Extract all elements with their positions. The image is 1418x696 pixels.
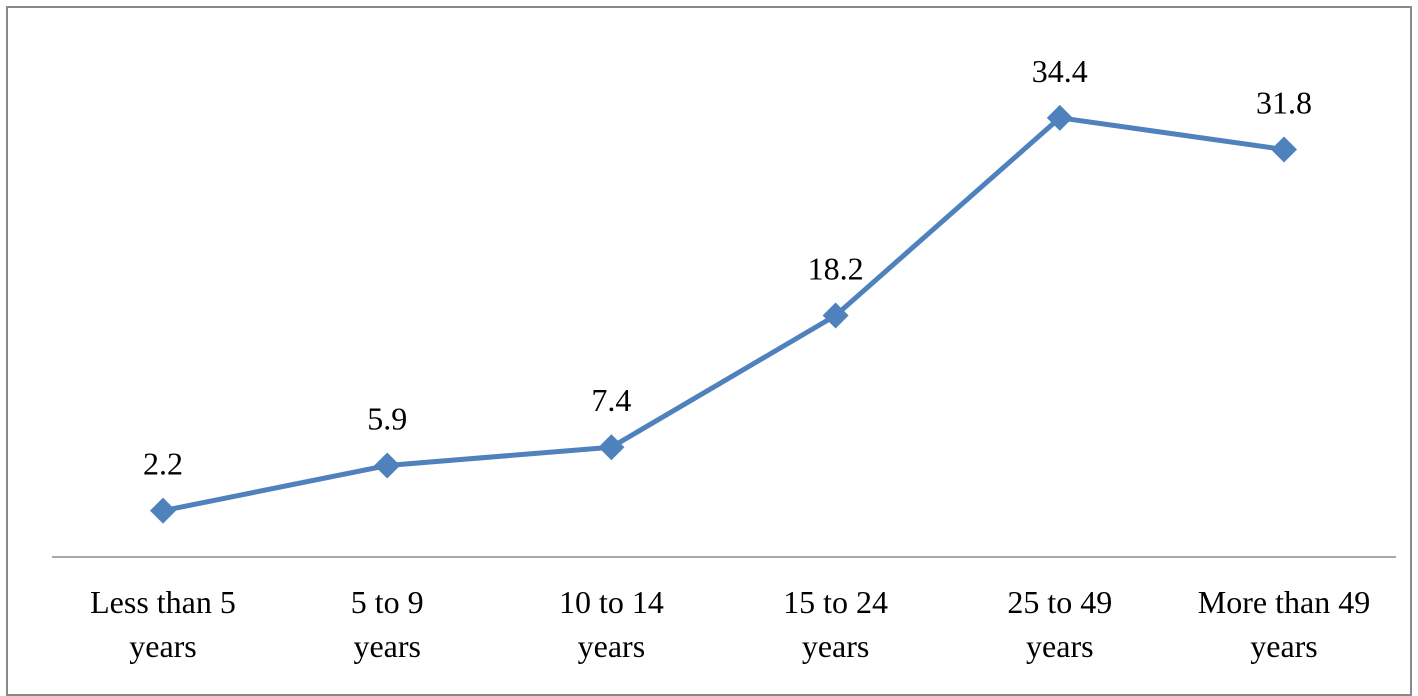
data-point-marker — [822, 302, 849, 329]
data-label: 5.9 — [367, 401, 407, 437]
data-label: 34.4 — [1032, 53, 1088, 89]
x-tick-label: years — [353, 628, 421, 664]
x-tick-label: 25 to 49 — [1007, 584, 1112, 620]
x-tick-label: years — [578, 628, 646, 664]
x-tick-label: More than 49 — [1198, 584, 1370, 620]
data-label: 31.8 — [1256, 85, 1312, 121]
x-tick-label: years — [129, 628, 197, 664]
data-label: 7.4 — [591, 382, 631, 418]
data-point-marker — [150, 497, 176, 524]
series-line — [162, 115, 1285, 514]
x-tick-label: years — [1026, 628, 1094, 664]
data-point-marker — [374, 452, 401, 479]
data-point-marker — [1046, 104, 1073, 131]
data-point-marker — [598, 434, 625, 461]
x-tick-label: Less than 5 — [90, 584, 236, 620]
x-tick-label: 5 to 9 — [351, 584, 424, 620]
x-tick-label: years — [1250, 628, 1318, 664]
data-label: 2.2 — [143, 446, 183, 482]
chart-frame — [6, 6, 1412, 696]
x-tick-label: years — [802, 628, 870, 664]
data-label: 18.2 — [808, 250, 864, 286]
data-point-marker — [1271, 136, 1297, 163]
x-tick-label: 15 to 24 — [783, 584, 888, 620]
x-tick-label: 10 to 14 — [559, 584, 664, 620]
